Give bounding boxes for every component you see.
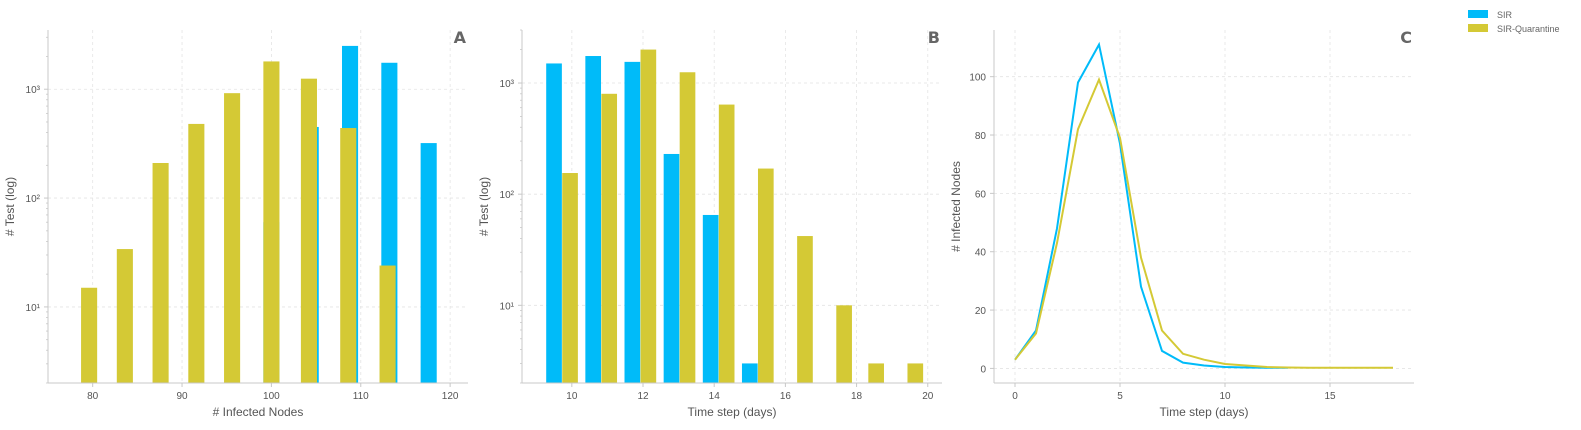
bar-sir-quarantine — [188, 123, 205, 383]
bar-sir-quarantine — [718, 104, 735, 383]
y-tick-label: 10¹ — [26, 303, 41, 314]
x-tick-label: 90 — [176, 391, 188, 402]
legend-label: SIR-Quarantine — [1497, 24, 1560, 34]
bar-sir-quarantine — [757, 168, 774, 383]
bar-sir — [624, 61, 641, 383]
y-tick-label: 100 — [969, 73, 986, 84]
y-tick-label: 10² — [26, 194, 41, 205]
bar-sir-quarantine — [263, 61, 280, 384]
x-tick-label: 18 — [851, 391, 863, 402]
bar-sir-quarantine — [224, 93, 241, 383]
bar-sir-quarantine — [81, 287, 98, 383]
bar-sir-quarantine — [116, 249, 133, 383]
bar-sir-quarantine — [836, 305, 852, 383]
x-tick-label: 16 — [780, 391, 792, 402]
x-axis-label: Time step (days) — [1160, 405, 1249, 419]
y-tick-label: 10¹ — [500, 301, 515, 312]
bar-sir-quarantine — [640, 49, 657, 384]
y-tick-label: 60 — [975, 189, 987, 200]
x-tick-label: 80 — [87, 391, 99, 402]
bar-sir-quarantine — [340, 128, 357, 383]
y-tick-label: 20 — [975, 306, 987, 317]
y-axis-label: # Test (log) — [477, 177, 491, 236]
bar-sir-quarantine — [679, 72, 696, 383]
panel-a-chart: 80 90 100 110 120 10¹ 10² 10³ # Infected Nodes # … — [3, 28, 468, 419]
legend-swatch-sir — [1468, 10, 1488, 18]
y-tick-label: 0 — [980, 364, 986, 375]
x-tick-label: 0 — [1012, 391, 1018, 402]
bar-sir-quarantine — [868, 363, 884, 383]
x-axis-label: Time step (days) — [688, 405, 777, 419]
panel-label: A — [454, 28, 467, 47]
bar-sir — [741, 363, 758, 383]
bar-sir-quarantine — [152, 162, 169, 383]
bar-sir-quarantine — [379, 265, 396, 383]
x-tick-label: 14 — [709, 391, 721, 402]
legend-label: SIR — [1497, 10, 1513, 20]
legend-swatch-sir-quarantine — [1468, 24, 1488, 32]
y-tick-label: 10³ — [500, 79, 515, 90]
bar-sir — [663, 153, 680, 383]
x-tick-label: 10 — [1219, 391, 1231, 402]
bar-sir-quarantine — [300, 78, 317, 383]
bar-sir — [420, 143, 437, 383]
line-sir-quarantine — [1014, 76, 1393, 369]
x-tick-label: 20 — [922, 391, 934, 402]
bar-sir — [546, 63, 562, 384]
panel-c-chart: 0 5 10 15 0 20 40 60 80 100 Time step (days) # Infe… — [949, 28, 1414, 419]
x-tick-label: 12 — [637, 391, 649, 402]
legend: SIR SIR-Quarantine — [1468, 10, 1560, 34]
y-tick-label: 40 — [975, 248, 987, 259]
x-tick-label: 110 — [353, 391, 369, 402]
bar-sir — [585, 56, 602, 383]
x-tick-label: 5 — [1117, 391, 1123, 402]
y-axis-label: # Infected Nodes — [949, 161, 963, 252]
line-sir — [1014, 41, 1288, 369]
panel-b-chart: 10 12 14 16 18 20 10¹ 10² 10³ Time step (days) # T… — [477, 28, 942, 419]
panel-label: C — [1400, 28, 1412, 47]
y-axis-label: # Test (log) — [3, 177, 17, 236]
y-tick-label: 10² — [500, 190, 515, 201]
bar-sir-quarantine — [562, 173, 578, 383]
x-axis-label: # Infected Nodes — [213, 405, 304, 419]
x-tick-label: 100 — [263, 391, 280, 402]
x-tick-label: 15 — [1324, 391, 1336, 402]
bar-sir-quarantine — [601, 93, 618, 383]
bar-sir-quarantine — [797, 236, 813, 383]
x-tick-label: 10 — [566, 391, 578, 402]
panel-label: B — [928, 28, 940, 47]
bar-sir — [702, 214, 719, 383]
bar-sir-quarantine — [907, 363, 924, 383]
y-tick-label: 10³ — [26, 85, 41, 96]
x-tick-label: 120 — [442, 391, 459, 402]
y-tick-label: 80 — [975, 131, 987, 142]
